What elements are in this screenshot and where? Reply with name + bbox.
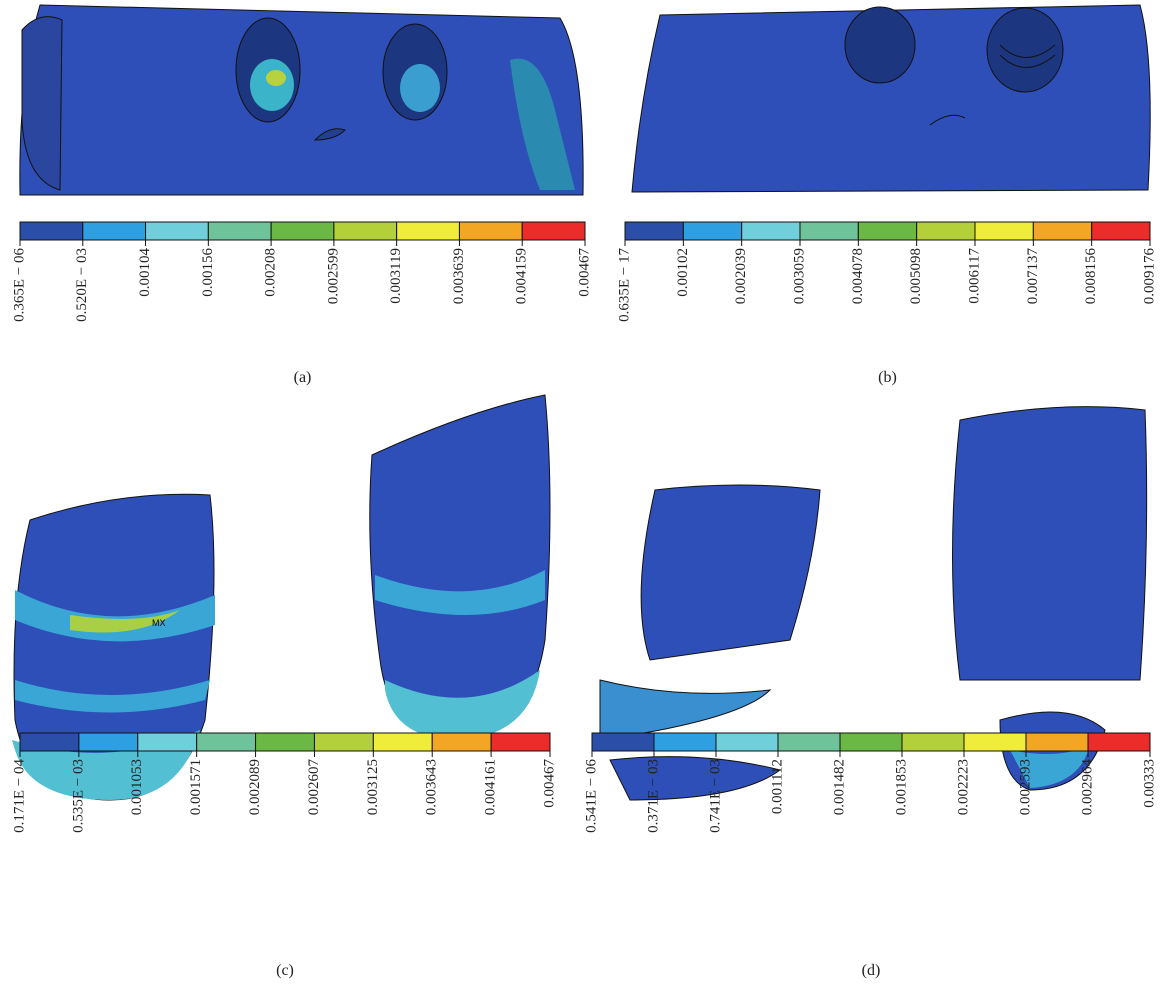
colorbar-segment [1026, 733, 1088, 751]
colorbar-segment [975, 222, 1033, 240]
colorbar-segment [742, 222, 800, 240]
colorbar-segment [716, 733, 778, 751]
colorbar-segment [858, 222, 916, 240]
colorbar-label: 0.004078 [850, 248, 866, 304]
colorbar-segment [83, 222, 146, 240]
colorbar-label: 0.004159 [514, 248, 530, 304]
colorbar-label: 0.535E − 03 [70, 759, 86, 833]
colorbar-segment [397, 222, 460, 240]
colorbar-segment [654, 733, 716, 751]
colorbar-segment [373, 733, 432, 751]
panel-caption: (b) [878, 369, 897, 386]
colorbar-label: 0.520E − 03 [74, 248, 90, 322]
colorbar-label: 0.00333 [1141, 759, 1157, 808]
colorbar-label: 0.006117 [966, 248, 982, 304]
colorbar-label: 0.003119 [388, 248, 404, 304]
colorbar-segment [917, 222, 975, 240]
colorbar-label: 0.009176 [1141, 248, 1157, 305]
panel-caption: (d) [862, 962, 881, 979]
colorbar-segment [432, 733, 491, 751]
colorbar-label: 0.002599 [325, 248, 341, 304]
colorbar-segment [146, 222, 209, 240]
colorbar-label: 0.003643 [424, 759, 440, 815]
colorbar-segment [138, 733, 197, 751]
colorbar-segment [79, 733, 138, 751]
colorbar-label: 0.003125 [365, 759, 381, 815]
panel-caption: (a) [294, 369, 312, 386]
colorbar-segment [625, 222, 683, 240]
colorbar-segment [683, 222, 741, 240]
colorbar-label: 0.365E − 06 [11, 248, 27, 322]
colorbar-segment [800, 222, 858, 240]
figure: MX 0.365E − 06 0.520E − 03 0.00104 0.00156 0… [0, 0, 1160, 987]
colorbar-label: 0.541E − 06 [583, 759, 599, 833]
colorbar-segment [778, 733, 840, 751]
colorbar-segment [20, 733, 79, 751]
colorbar-label: 0.171E − 04 [11, 759, 27, 833]
colorbar-segment [964, 733, 1026, 751]
colorbar-label: 0.00102 [675, 248, 691, 297]
colorbar-segment [1088, 733, 1150, 751]
colorbar-segment [522, 222, 585, 240]
colorbar-segment [840, 733, 902, 751]
colorbar-segment [271, 222, 334, 240]
colorbar-label: 0.741E − 03 [707, 759, 723, 833]
colorbar-label: 0.635E − 17 [616, 248, 632, 322]
colorbar-segment [902, 733, 964, 751]
colorbar-label: 0.00104 [137, 248, 153, 297]
model-b [632, 5, 1150, 192]
colorbar-segment [334, 222, 397, 240]
colorbar-label: 0.001571 [188, 759, 204, 815]
colorbar-label: 0.002223 [955, 759, 971, 815]
colorbar-segment [491, 733, 550, 751]
colorbar-label: 0.002039 [733, 248, 749, 304]
colorbar-segment [459, 222, 522, 240]
colorbar-label: 0.002607 [306, 759, 322, 816]
colorbar-segment [314, 733, 373, 751]
colorbar-segment [256, 733, 315, 751]
colorbar-segment [197, 733, 256, 751]
model-a [20, 5, 583, 195]
colorbar-segment [20, 222, 83, 240]
colorbar-label: 0.001853 [893, 759, 909, 815]
colorbar-label: 0.00208 [263, 248, 279, 297]
colorbar-label: 0.002964 [1079, 759, 1095, 816]
colorbar-label: 0.002593 [1017, 759, 1033, 815]
colorbar-label: 0.001482 [831, 759, 847, 815]
colorbar-segment [592, 733, 654, 751]
colorbar-label: 0.005098 [908, 248, 924, 304]
colorbar-label: 0.001053 [129, 759, 145, 815]
colorbar-label: 0.007137 [1025, 248, 1041, 305]
colorbar-label: 0.00467 [541, 759, 557, 808]
colorbar-segment [1033, 222, 1091, 240]
colorbar-segment [208, 222, 271, 240]
colorbar-label: 0.00156 [200, 247, 216, 296]
colorbar-label: 0.002089 [247, 759, 263, 815]
colorbar-label: 0.371E − 03 [645, 759, 661, 833]
colorbar-label: 0.00467 [576, 248, 592, 297]
colorbar-label: 0.008156 [1083, 248, 1099, 305]
colorbar-label: 0.004161 [483, 759, 499, 815]
colorbar-label: 0.001112 [769, 759, 785, 814]
panel-caption: (c) [276, 962, 294, 979]
marker-label: MX [152, 618, 166, 628]
colorbar-segment [1092, 222, 1150, 240]
colorbar-label: 0.003059 [791, 248, 807, 304]
colorbar-label: 0.003639 [451, 248, 467, 304]
